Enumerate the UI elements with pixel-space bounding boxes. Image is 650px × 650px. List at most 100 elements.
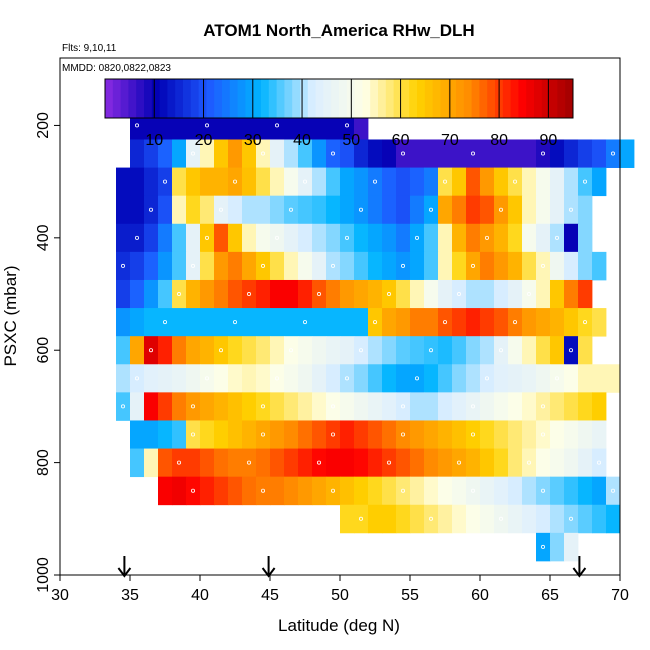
- heatmap-cell: [564, 251, 579, 281]
- observation-point: [597, 460, 602, 465]
- heatmap-cell: [480, 167, 495, 197]
- heatmap-cell: [522, 223, 537, 253]
- heatmap-cell: [270, 420, 285, 449]
- heatmap-cell: [480, 504, 495, 534]
- heatmap-cell: [256, 364, 271, 393]
- heatmap-cell: [144, 279, 159, 309]
- heatmap-cell: [508, 392, 523, 421]
- observation-point: [134, 376, 139, 381]
- heatmap-cell: [256, 279, 271, 309]
- heatmap-cell: [564, 364, 579, 393]
- observation-point: [484, 235, 489, 240]
- colorbar-segment: [409, 79, 418, 118]
- heatmap-cell: [228, 364, 243, 393]
- heatmap-cell: [382, 251, 397, 281]
- heatmap-cell: [326, 167, 341, 197]
- heatmap-cell: [550, 308, 565, 337]
- heatmap-cell: [494, 251, 509, 281]
- heatmap-cell: [480, 195, 495, 225]
- heatmap-cell: [256, 336, 271, 365]
- heatmap-cell: [242, 420, 257, 449]
- heatmap-cell: [396, 223, 411, 253]
- heatmap-cell: [130, 420, 145, 449]
- heatmap-cell: [368, 476, 383, 506]
- heatmap-cell: [466, 223, 481, 253]
- heatmap-cell: [340, 139, 355, 168]
- heatmap-cell: [326, 392, 341, 421]
- heatmap-cell: [438, 476, 453, 506]
- heatmap-cell: [452, 336, 467, 365]
- heatmap-cell: [116, 279, 131, 309]
- heatmap-cell: [312, 251, 327, 281]
- observation-point: [121, 263, 126, 268]
- observation-point: [316, 460, 321, 465]
- heatmap-cell: [410, 308, 425, 337]
- observation-point: [527, 292, 532, 297]
- heatmap-cell: [256, 392, 271, 421]
- heatmap-cell: [494, 476, 509, 506]
- observation-point: [121, 404, 126, 409]
- heatmap-cell: [144, 195, 159, 225]
- heatmap-cell: [578, 364, 593, 393]
- heatmap-cell: [452, 308, 467, 337]
- heatmap-cell: [200, 420, 215, 449]
- heatmap-cell: [298, 139, 313, 168]
- heatmap-cell: [312, 223, 327, 253]
- heatmap-cell: [340, 448, 355, 478]
- heatmap-cell: [228, 336, 243, 365]
- heatmap-cell: [354, 167, 369, 197]
- heatmap-cell: [340, 111, 355, 140]
- heatmap-cell: [242, 476, 257, 506]
- heatmap-cell: [438, 223, 453, 253]
- heatmap-cell: [116, 195, 131, 225]
- heatmap-cell: [172, 279, 187, 309]
- heatmap-cell: [424, 504, 439, 534]
- observation-point: [541, 404, 546, 409]
- colorbar-segment: [112, 79, 122, 118]
- colorbar-segment: [144, 79, 153, 118]
- heatmap-cell: [368, 420, 383, 449]
- x-tick-label: 45: [261, 587, 279, 604]
- heatmap-cell: [158, 195, 173, 225]
- heatmap-cell: [158, 308, 173, 337]
- colorbar-segment: [510, 79, 519, 118]
- mmdd-annotation: MMDD: 0820,0822,0823: [62, 63, 171, 74]
- observation-point: [498, 207, 503, 212]
- heatmap-cell: [172, 476, 187, 506]
- heatmap-cell: [536, 308, 551, 337]
- heatmap-cell: [564, 532, 579, 562]
- heatmap-cell: [158, 420, 173, 449]
- heatmap-cell: [396, 308, 411, 337]
- observation-point: [288, 207, 293, 212]
- heatmap-cell: [578, 139, 593, 168]
- heatmap-cell: [284, 251, 299, 281]
- colorbar-ticks: 10 20 30 40 50 60 70 80 90: [145, 79, 557, 149]
- heatmap-cells: [116, 111, 635, 562]
- heatmap-cell: [536, 532, 551, 562]
- heatmap-cell: [368, 251, 383, 281]
- heatmap-cell: [200, 111, 215, 140]
- heatmap-cell: [410, 364, 425, 393]
- heatmap-cell: [354, 195, 369, 225]
- heatmap-cell: [312, 476, 327, 506]
- heatmap-cell: [158, 279, 173, 309]
- heatmap-cell: [144, 308, 159, 337]
- heatmap-cell: [396, 139, 411, 168]
- colorbar-segment: [136, 79, 145, 118]
- heatmap-cell: [284, 476, 299, 506]
- heatmap-cell: [606, 476, 621, 506]
- heatmap-cell: [312, 336, 327, 365]
- heatmap-cell: [116, 308, 131, 337]
- heatmap-cell: [592, 139, 607, 168]
- colorbar-frame: [104, 78, 574, 119]
- heatmap-cell: [172, 392, 187, 421]
- heatmap-cell: [200, 308, 215, 337]
- heatmap-cell: [158, 336, 173, 365]
- heatmap-cell: [214, 364, 229, 393]
- heatmap-cell: [200, 195, 215, 225]
- heatmap-cell: [270, 364, 285, 393]
- heatmap-cell: [564, 420, 579, 449]
- heatmap-cell: [298, 476, 313, 506]
- observation-point: [541, 488, 546, 493]
- observation-point: [288, 348, 293, 353]
